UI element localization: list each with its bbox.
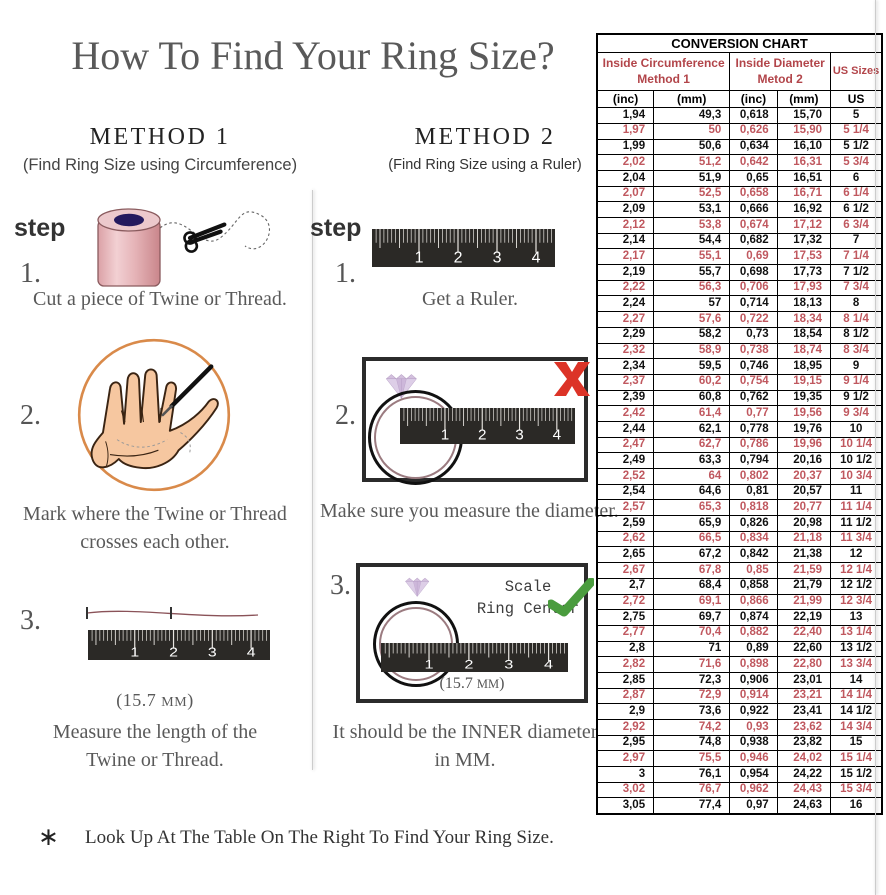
svg-text:1: 1 — [130, 646, 139, 660]
svg-text:4: 4 — [247, 646, 256, 660]
svg-text:4: 4 — [553, 427, 561, 444]
svg-text:4: 4 — [544, 658, 553, 672]
svg-text:3: 3 — [504, 658, 513, 672]
svg-text:2: 2 — [454, 249, 463, 266]
svg-text:3: 3 — [515, 427, 523, 444]
svg-text:3: 3 — [493, 249, 502, 266]
svg-text:1: 1 — [415, 249, 424, 266]
svg-text:2: 2 — [478, 427, 486, 444]
svg-text:2: 2 — [169, 646, 178, 660]
svg-text:3: 3 — [208, 646, 217, 660]
svg-text:1: 1 — [424, 658, 433, 672]
svg-text:2: 2 — [464, 658, 473, 672]
svg-text:4: 4 — [532, 249, 541, 266]
svg-text:1: 1 — [441, 427, 449, 444]
